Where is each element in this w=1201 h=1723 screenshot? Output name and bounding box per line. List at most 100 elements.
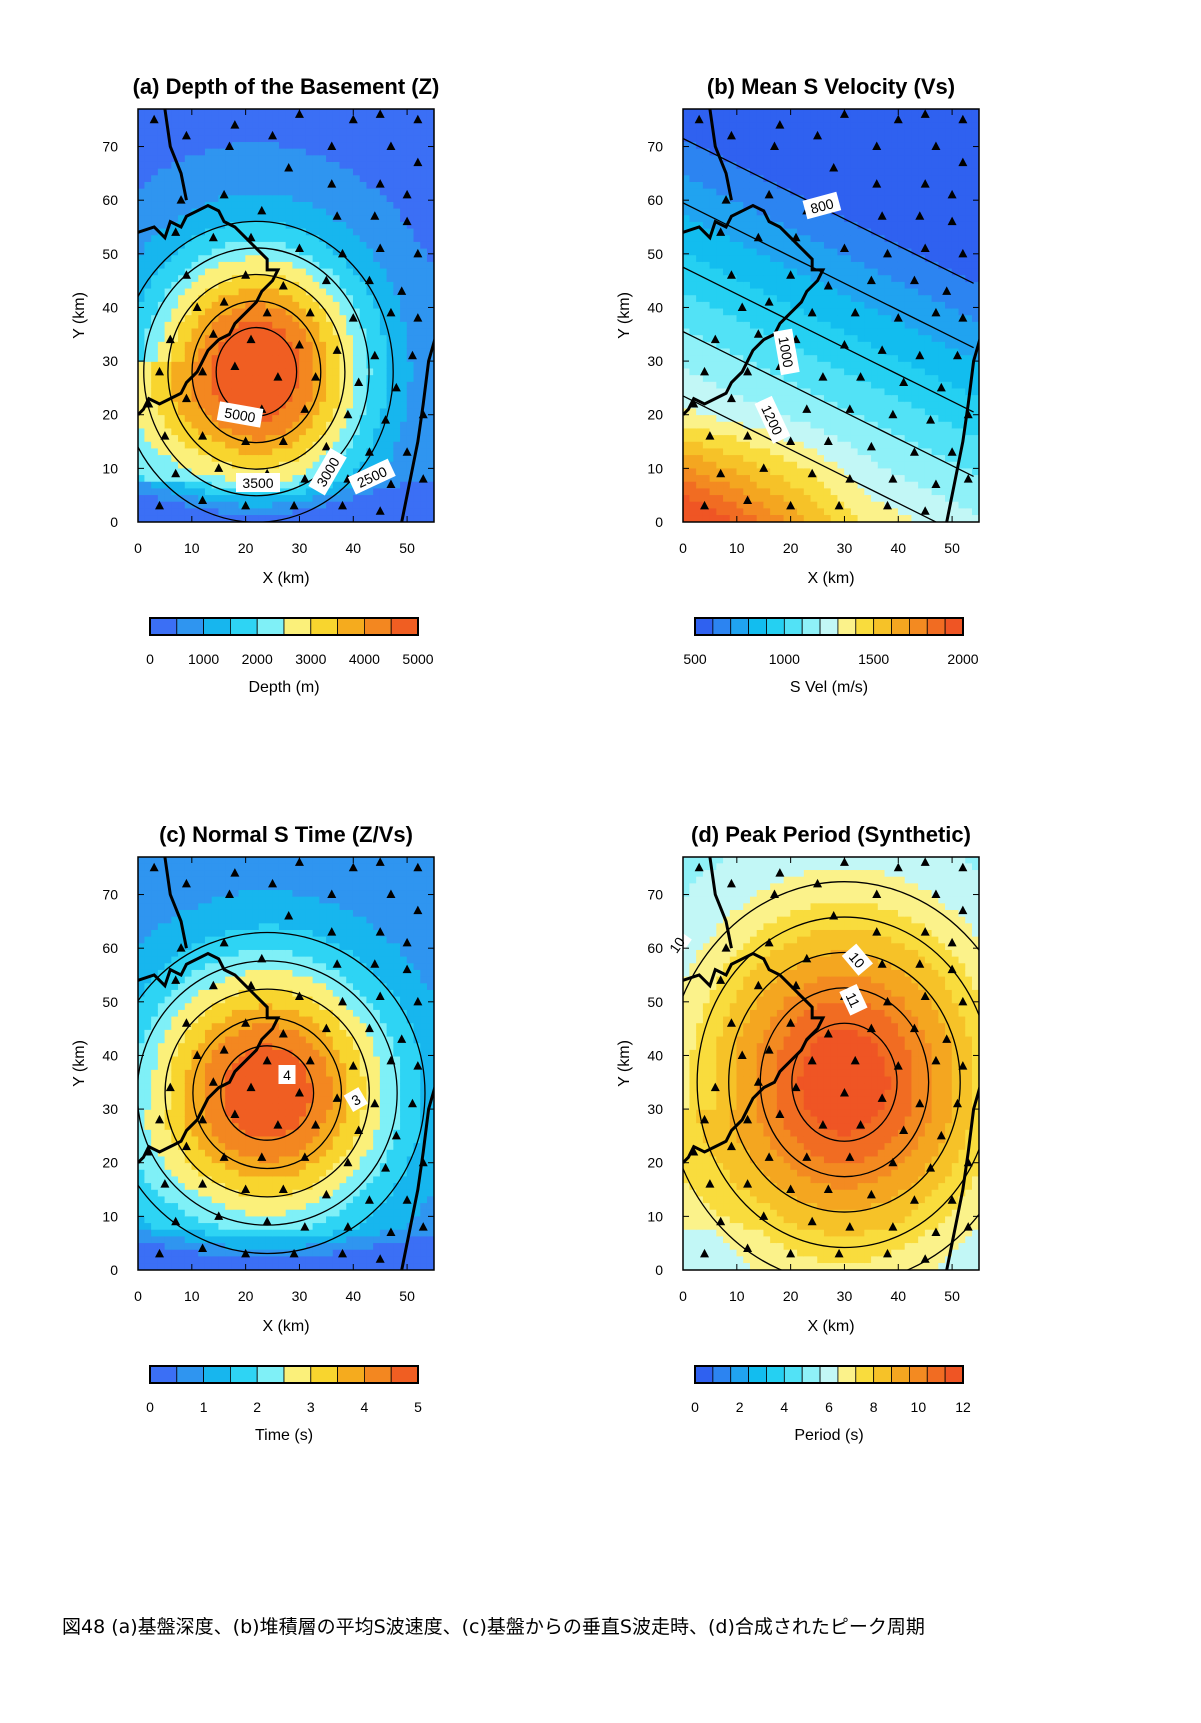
colorbar-cell xyxy=(944,1365,964,1384)
station-marker xyxy=(300,404,310,413)
station-marker xyxy=(327,927,337,936)
contour-line xyxy=(138,220,394,522)
station-marker xyxy=(284,163,294,172)
chart-title: (b) Mean S Velocity (Vs) xyxy=(707,74,955,99)
station-marker xyxy=(689,399,699,408)
x-tick-label: 50 xyxy=(944,540,960,556)
station-marker xyxy=(273,1120,283,1129)
station-marker xyxy=(866,441,876,451)
y-tick-label: 70 xyxy=(647,139,663,155)
contour-line xyxy=(683,881,979,1270)
colorbar-tick-label: 6 xyxy=(825,1399,833,1415)
station-marker xyxy=(402,1195,412,1204)
station-marker xyxy=(839,243,849,252)
station-marker xyxy=(936,1130,946,1140)
colorbar-tick-label: 1000 xyxy=(769,651,800,667)
station-marker xyxy=(920,243,930,252)
y-tick-label: 10 xyxy=(102,460,118,476)
station-marker xyxy=(872,179,882,188)
station-marker xyxy=(321,1189,331,1199)
station-marker xyxy=(273,372,283,381)
station-marker xyxy=(364,275,374,285)
station-marker xyxy=(958,313,968,322)
station-marker xyxy=(931,1227,941,1236)
colorbar-cell xyxy=(149,1365,178,1384)
y-tick-label: 70 xyxy=(102,139,118,155)
colorbar-tick-label: 5000 xyxy=(402,651,433,667)
x-axis-label: X (km) xyxy=(807,1318,854,1335)
contour-label: 1000 xyxy=(773,328,800,376)
station-marker xyxy=(872,141,882,151)
station-marker xyxy=(769,889,779,899)
station-marker xyxy=(391,382,401,392)
coastline-west xyxy=(683,203,826,416)
station-marker xyxy=(909,447,919,456)
station-marker xyxy=(850,1055,860,1065)
station-marker xyxy=(877,345,887,354)
station-marker xyxy=(413,248,423,258)
station-marker xyxy=(332,345,342,354)
station-marker xyxy=(915,1098,925,1108)
station-marker xyxy=(700,1248,710,1258)
plot-frame xyxy=(682,108,980,523)
colorbar-tick-label: 500 xyxy=(683,651,707,667)
colorbar-cell xyxy=(203,1365,231,1384)
station-marker xyxy=(176,195,186,204)
station-marker xyxy=(716,227,726,236)
contour-label-text: 800 xyxy=(809,195,836,217)
colorbar-cell xyxy=(337,617,365,636)
station-marker xyxy=(332,1093,342,1102)
station-marker xyxy=(753,329,763,338)
station-marker xyxy=(716,468,726,478)
station-marker xyxy=(418,1157,428,1167)
station-marker xyxy=(786,1184,796,1194)
station-marker xyxy=(364,1023,374,1033)
station-marker xyxy=(246,980,256,990)
station-marker xyxy=(386,1227,396,1236)
station-marker xyxy=(397,286,407,295)
y-tick-label: 0 xyxy=(655,1262,663,1278)
colorbar-cell xyxy=(891,1365,910,1384)
colorbar-cell xyxy=(363,617,392,636)
x-tick-label: 20 xyxy=(238,540,254,556)
station-marker xyxy=(764,1045,774,1054)
station-marker xyxy=(386,141,396,151)
colorbar-cell xyxy=(908,1365,928,1384)
station-marker xyxy=(823,1029,833,1038)
colorbar-cell xyxy=(801,617,821,636)
station-marker xyxy=(370,211,380,220)
station-marker xyxy=(775,868,785,877)
station-marker xyxy=(813,878,823,888)
y-tick-label: 30 xyxy=(102,353,118,369)
station-marker xyxy=(181,393,191,403)
station-marker xyxy=(375,109,385,118)
station-marker xyxy=(294,340,304,349)
station-marker xyxy=(284,911,294,920)
station-marker xyxy=(920,179,930,188)
x-tick-label: 10 xyxy=(729,1288,745,1304)
station-marker xyxy=(214,1211,224,1220)
y-tick-label: 50 xyxy=(647,994,663,1010)
colorbar-cell xyxy=(766,1365,785,1384)
chart-panel-d: (d) Peak Period (Synthetic) 10 10 11 0 10 20 30… xyxy=(545,748,1105,1448)
station-marker xyxy=(775,1109,785,1118)
station-marker xyxy=(230,1109,240,1118)
coastline-north xyxy=(163,109,188,201)
station-marker xyxy=(354,377,364,387)
contour-line xyxy=(683,331,974,477)
x-tick-label: 20 xyxy=(238,1288,254,1304)
station-marker xyxy=(300,474,310,483)
station-marker xyxy=(920,1254,930,1263)
station-marker xyxy=(877,1093,887,1102)
colorbar-cell xyxy=(926,617,946,636)
colorbar-cell xyxy=(819,617,839,636)
station-marker xyxy=(807,468,817,478)
y-axis-label: Y (km) xyxy=(71,1040,88,1087)
station-marker xyxy=(823,281,833,290)
station-marker xyxy=(931,479,941,488)
station-marker xyxy=(786,270,796,279)
y-tick-label: 40 xyxy=(102,299,118,315)
station-marker xyxy=(171,975,181,984)
colorbar: 500 1000 1500 2000 S Vel (m/s) xyxy=(683,617,979,696)
